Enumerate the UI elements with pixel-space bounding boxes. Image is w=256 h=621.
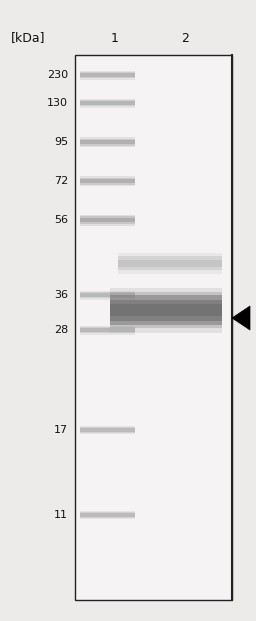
Text: 72: 72 (54, 176, 68, 186)
Text: 36: 36 (54, 290, 68, 300)
Bar (80, 218, 135, 222)
Text: 95: 95 (54, 137, 68, 147)
Bar (80, 329, 135, 332)
Text: 56: 56 (54, 215, 68, 225)
Bar (80, 293, 135, 297)
Bar (80, 99, 135, 107)
Bar (118, 253, 222, 273)
Bar (80, 292, 135, 298)
Bar (118, 256, 222, 270)
Text: 28: 28 (54, 325, 68, 335)
Bar (80, 73, 135, 77)
Bar (80, 327, 135, 333)
Bar (80, 514, 135, 517)
Bar (80, 428, 135, 432)
Bar (80, 325, 135, 335)
Bar (80, 101, 135, 105)
Bar (80, 138, 135, 145)
Bar (80, 426, 135, 434)
Bar (110, 304, 222, 316)
Bar (80, 179, 135, 183)
Text: 130: 130 (47, 98, 68, 108)
Text: 1: 1 (111, 32, 119, 45)
Bar (80, 100, 135, 106)
Text: 2: 2 (181, 32, 189, 45)
Bar (118, 260, 222, 266)
Bar (80, 176, 135, 186)
Bar (80, 71, 135, 79)
Bar (110, 292, 222, 328)
Bar (80, 140, 135, 144)
Bar (80, 214, 135, 225)
Bar (110, 288, 222, 332)
Bar (75, 55, 232, 600)
Bar (80, 72, 135, 78)
Bar (110, 299, 222, 320)
Bar (80, 137, 135, 147)
Bar (110, 295, 222, 325)
Text: 17: 17 (54, 425, 68, 435)
Bar (80, 427, 135, 433)
Text: 11: 11 (54, 510, 68, 520)
Bar (80, 511, 135, 519)
Text: [kDa]: [kDa] (11, 32, 45, 45)
Text: 230: 230 (47, 70, 68, 80)
Polygon shape (232, 306, 250, 330)
Bar (80, 291, 135, 299)
Bar (80, 178, 135, 184)
Bar (80, 512, 135, 518)
Bar (80, 216, 135, 224)
